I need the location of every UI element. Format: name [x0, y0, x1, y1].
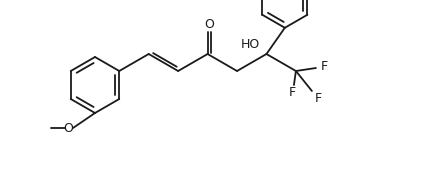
Text: O: O: [204, 17, 214, 30]
Text: HO: HO: [241, 38, 260, 51]
Text: O: O: [63, 122, 73, 135]
Text: F: F: [321, 61, 327, 74]
Text: F: F: [288, 87, 295, 100]
Text: F: F: [314, 93, 321, 106]
